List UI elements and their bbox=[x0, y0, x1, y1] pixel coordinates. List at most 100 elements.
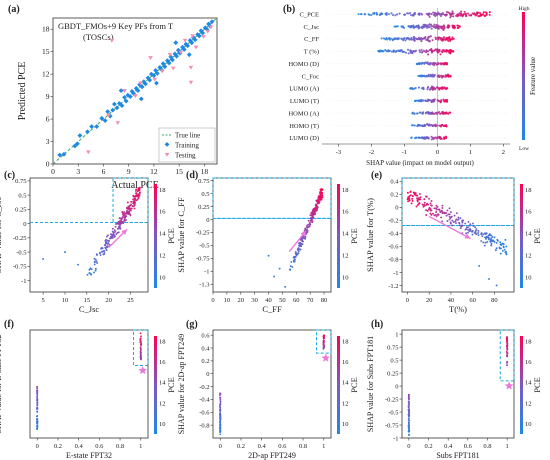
dependence-point bbox=[419, 196, 422, 199]
shap-point bbox=[437, 24, 440, 27]
shap-point bbox=[439, 101, 442, 104]
dependence-point bbox=[137, 197, 140, 199]
dependence-point bbox=[480, 240, 483, 243]
dependence-point bbox=[501, 242, 504, 245]
binary-point-1 bbox=[139, 350, 142, 353]
training-point bbox=[185, 43, 190, 49]
x-tick-label: 20 bbox=[426, 297, 433, 304]
binary-point-0 bbox=[407, 430, 410, 433]
dependence-point bbox=[77, 263, 80, 266]
y-tick-label: -1 bbox=[393, 435, 398, 442]
x-tick-label: 0.4 bbox=[444, 443, 453, 450]
shap-point bbox=[391, 39, 394, 42]
shap-point bbox=[447, 25, 450, 29]
dependence-point bbox=[458, 224, 461, 227]
binary-point-1 bbox=[506, 353, 509, 356]
shap-point bbox=[427, 62, 430, 66]
dependence-point bbox=[115, 233, 118, 235]
shap-point bbox=[440, 39, 443, 42]
shap-point bbox=[398, 49, 401, 52]
trend-arrow bbox=[428, 215, 471, 240]
y-tick-label: 0 bbox=[395, 383, 398, 390]
testing-point bbox=[182, 38, 188, 43]
dependence-point bbox=[138, 192, 141, 195]
shap-point bbox=[442, 112, 445, 115]
dependence-point bbox=[133, 202, 136, 205]
dependence-point bbox=[284, 285, 287, 288]
binary-point-0 bbox=[219, 396, 222, 399]
shap-point bbox=[437, 62, 440, 65]
dependence-point bbox=[93, 260, 96, 263]
shap-point bbox=[484, 14, 487, 18]
dependence-point bbox=[93, 263, 96, 266]
dependence-point bbox=[490, 244, 493, 247]
dependence-point bbox=[428, 206, 431, 209]
dependence-point bbox=[416, 204, 419, 206]
dependence-point bbox=[495, 241, 498, 244]
shap-point bbox=[425, 26, 429, 29]
shap-point bbox=[435, 23, 438, 26]
binary-point-1 bbox=[506, 364, 508, 367]
shap-point bbox=[395, 50, 398, 53]
highlight-box bbox=[133, 329, 149, 367]
panel-g: 0 0.2 0.4 0.6 0.8 1 -0.8 -0.6 -0.4 -0.2 0 0.2 0.4 0.6… bbox=[177, 329, 359, 460]
dependence-point bbox=[319, 196, 322, 199]
training-point bbox=[186, 52, 192, 58]
binary-point-0 bbox=[219, 398, 222, 401]
shap-point bbox=[445, 13, 448, 16]
shap-point bbox=[427, 112, 430, 115]
shap-point bbox=[444, 50, 447, 53]
plot-frame bbox=[29, 177, 149, 293]
dependence-point bbox=[290, 260, 293, 263]
dependence-point bbox=[308, 221, 311, 224]
training-point bbox=[157, 65, 163, 70]
training-point bbox=[166, 60, 172, 66]
shap-point bbox=[450, 13, 453, 16]
dependence-point bbox=[294, 251, 297, 253]
y-tick-label: -0.75 bbox=[13, 264, 27, 271]
shap-point bbox=[438, 13, 441, 16]
dependence-point bbox=[130, 200, 133, 203]
y-tick-label: -0.25 bbox=[385, 396, 399, 403]
colorbar-tick-label: 10 bbox=[342, 421, 349, 428]
plot-frame bbox=[212, 329, 332, 439]
dependence-point bbox=[308, 223, 311, 226]
testing-point bbox=[160, 69, 165, 74]
trend-arrowhead bbox=[300, 230, 307, 237]
x-tick-label: 0 bbox=[211, 297, 214, 304]
feature-name: T (%) bbox=[304, 49, 319, 56]
dependence-point bbox=[449, 216, 452, 219]
dependence-point bbox=[464, 222, 467, 225]
testing-point bbox=[188, 80, 194, 85]
dependence-point bbox=[429, 202, 432, 205]
y-tick-label: -0.8 bbox=[388, 257, 398, 264]
dependence-point bbox=[121, 211, 124, 213]
y-tick-label: 3 bbox=[46, 137, 50, 146]
dependence-point bbox=[425, 214, 428, 216]
shap-point bbox=[442, 24, 445, 27]
dependence-point bbox=[430, 200, 433, 202]
shap-point bbox=[451, 10, 454, 13]
shap-point bbox=[378, 50, 381, 53]
y-tick-label: 15 bbox=[42, 47, 50, 56]
dependence-point bbox=[461, 224, 464, 227]
shap-point bbox=[403, 13, 407, 16]
shap-point bbox=[423, 123, 426, 127]
shap-point bbox=[396, 38, 399, 41]
shap-point bbox=[429, 35, 432, 38]
dependence-point bbox=[505, 252, 508, 255]
dependence-point bbox=[427, 203, 430, 206]
dependence-point bbox=[311, 212, 314, 215]
colorbar-tick-label: 14 bbox=[342, 231, 349, 238]
training-point bbox=[181, 47, 187, 52]
plot-frame bbox=[29, 329, 149, 439]
binary-point-1 bbox=[139, 355, 142, 358]
shap-point bbox=[449, 74, 452, 77]
shap-point bbox=[433, 98, 436, 101]
testing-point bbox=[106, 113, 111, 118]
binary-point-0 bbox=[36, 411, 39, 413]
testing-point bbox=[122, 89, 127, 93]
legend-training-swatch bbox=[164, 142, 170, 147]
shap-point bbox=[424, 136, 427, 139]
shap-point bbox=[470, 14, 473, 17]
